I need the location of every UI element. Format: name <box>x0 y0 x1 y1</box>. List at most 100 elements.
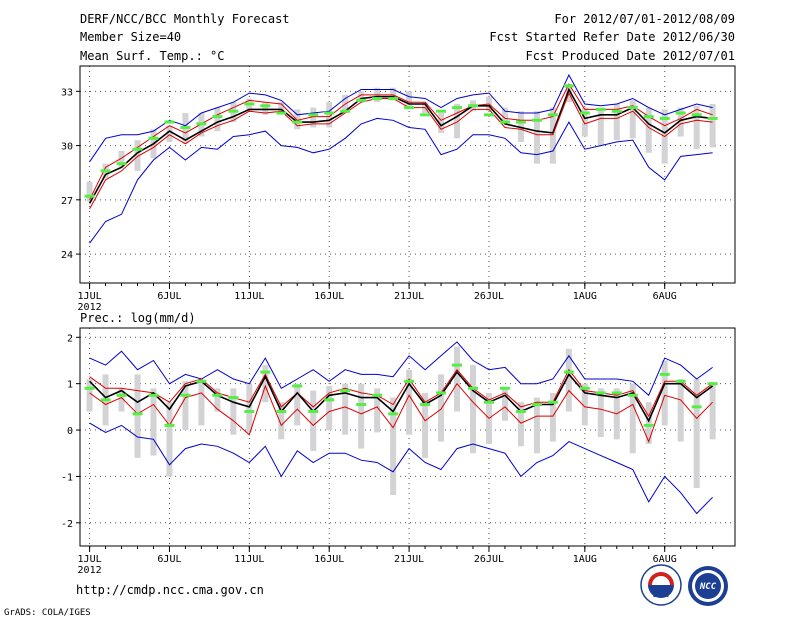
observed-range-bar <box>597 388 604 437</box>
observed-range-bar <box>597 107 604 146</box>
observed-mean-mark <box>132 412 143 416</box>
observed-mean-mark <box>100 398 111 402</box>
observed-mean-mark <box>404 379 415 383</box>
header-title: DERF/NCC/BCC Monthly Forecast <box>80 12 290 26</box>
observed-range-bar <box>406 369 413 435</box>
bcc-logo-text: BCC <box>653 590 669 600</box>
observed-range-bar <box>294 109 301 130</box>
observed-range-bar <box>422 392 429 458</box>
observed-range-bar <box>326 102 333 128</box>
observed-mean-mark <box>675 111 686 115</box>
observed-mean-mark <box>691 405 702 409</box>
observed-mean-mark <box>324 111 335 115</box>
observed-range-bar <box>533 111 540 164</box>
header-forecast-period: For 2012/07/01-2012/08/09 <box>554 12 735 26</box>
observed-mean-mark <box>627 393 638 397</box>
observed-mean-mark <box>515 120 526 124</box>
observed-range-bar <box>406 91 413 106</box>
observed-mean-mark <box>531 118 542 122</box>
observed-range-bar <box>549 392 556 442</box>
ncc-logo-text: NCC <box>699 582 717 592</box>
x-tick-label: 1JUL <box>78 291 102 302</box>
observed-mean-mark <box>675 379 686 383</box>
observed-mean-mark <box>180 125 191 129</box>
observed-mean-mark <box>436 109 447 113</box>
observed-range-bar <box>613 103 620 141</box>
observed-mean-mark <box>595 391 606 395</box>
observed-range-bar <box>86 379 93 412</box>
observed-range-bar <box>581 383 588 426</box>
observed-mean-mark <box>308 113 319 117</box>
observed-range-bar <box>709 103 716 148</box>
observed-range-bar <box>230 388 237 435</box>
observed-mean-mark <box>244 409 255 413</box>
header-temp-label: Mean Surf. Temp.: °C <box>80 49 225 63</box>
observed-mean-mark <box>244 102 255 106</box>
observed-range-bar <box>645 107 652 153</box>
observed-range-bar <box>677 379 684 442</box>
observed-range-bar <box>501 107 508 124</box>
observed-mean-mark <box>595 107 606 111</box>
observed-range-bar <box>517 111 524 142</box>
x-tick-label: 16JUL <box>314 554 344 565</box>
observed-mean-mark <box>276 111 287 115</box>
series-line-upper-bound <box>89 341 713 397</box>
y-tick-label: 2 <box>67 333 73 344</box>
observed-mean-mark <box>627 106 638 110</box>
bcc-logo: BCC <box>640 564 682 606</box>
ncc-logo: NCC <box>688 566 728 606</box>
observed-mean-mark <box>388 97 399 101</box>
observed-mean-mark <box>611 109 622 113</box>
observed-mean-mark <box>356 98 367 102</box>
x-tick-label: 11JUL <box>234 554 264 565</box>
observed-mean-mark <box>659 372 670 376</box>
observed-mean-mark <box>164 120 175 124</box>
observed-mean-mark <box>308 409 319 413</box>
observed-mean-mark <box>260 104 271 108</box>
observed-range-bar <box>470 365 476 454</box>
observed-mean-mark <box>420 403 431 407</box>
observed-mean-mark <box>468 386 478 390</box>
x-tick-label: 6JUL <box>157 291 181 302</box>
observed-range-bar <box>310 107 317 128</box>
x-tick-label: 16JUL <box>314 291 344 302</box>
observed-range-bar <box>374 388 381 433</box>
temperature-panel: 24 27 30 33 1JUL 6JUL 11JUL 16JUL 21JUL 26JUL 1AUG… <box>61 65 736 313</box>
series-line-ensemble-max <box>89 83 713 201</box>
observed-mean-mark <box>691 113 702 117</box>
observed-range-bar <box>629 383 636 454</box>
observed-range-bar <box>262 102 269 115</box>
x-tick-label: 26JUL <box>474 291 504 302</box>
plot-frame <box>79 65 736 284</box>
series-line-ensemble-min <box>89 91 713 210</box>
y-tick-label: 27 <box>61 196 73 207</box>
series-line-ensemble-max <box>89 368 713 418</box>
observed-range-bar <box>438 374 445 442</box>
observed-range-bar <box>278 102 285 114</box>
observed-mean-mark <box>404 106 415 110</box>
observed-range-bar <box>454 346 461 412</box>
observed-mean-mark <box>579 111 590 115</box>
observed-mean-mark <box>659 116 670 120</box>
footer-credit: GrADS: COLA/IGES <box>4 608 91 618</box>
observed-range-bar <box>533 397 540 454</box>
observed-mean-mark <box>611 391 622 395</box>
y-tick-label: -1 <box>61 472 73 483</box>
observed-range-bar <box>198 381 205 426</box>
observed-mean-mark <box>420 113 431 117</box>
observed-range-bar <box>118 388 125 412</box>
y-tick-label: 24 <box>61 250 73 261</box>
x-tick-label: 21JUL <box>394 291 424 302</box>
observed-mean-mark <box>531 403 542 407</box>
observed-mean-mark <box>643 423 654 427</box>
x-tick-label: 6AUG <box>653 291 677 302</box>
observed-range-bar <box>182 381 189 431</box>
x-tick-label: 6AUG <box>653 554 677 565</box>
observed-mean-mark <box>212 393 223 397</box>
observed-range-bar <box>134 140 141 171</box>
observed-range-bar <box>390 87 397 101</box>
observed-mean-mark <box>164 423 175 427</box>
y-tick-label: 33 <box>61 87 73 98</box>
